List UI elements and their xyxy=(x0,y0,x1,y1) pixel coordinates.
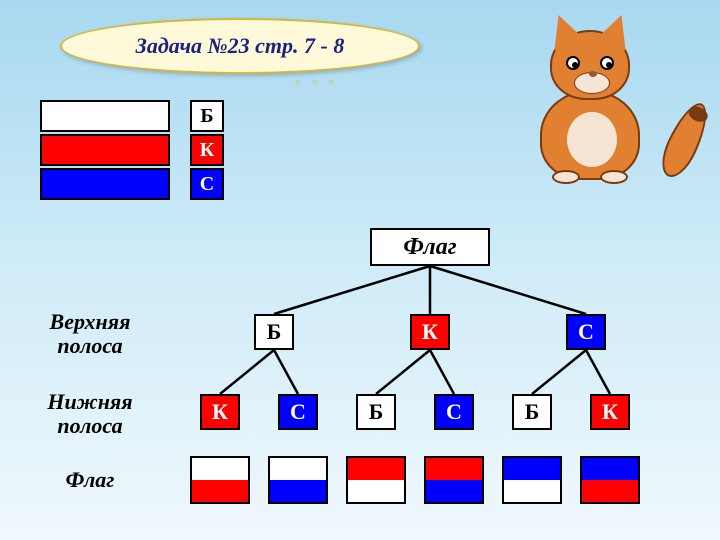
tree-l1-node: Б xyxy=(254,314,294,350)
result-flag xyxy=(190,456,250,504)
flag-legend xyxy=(40,100,170,202)
title-text: Задача №23 стр. 7 - 8 xyxy=(136,33,345,59)
row-label-top: Верхняя полоса xyxy=(20,310,160,358)
tree-l2-node: С xyxy=(278,394,318,430)
tree-l2-node: Б xyxy=(356,394,396,430)
title-bubble: Задача №23 стр. 7 - 8 xyxy=(60,18,420,74)
result-flag xyxy=(424,456,484,504)
tree-l2-node: С xyxy=(434,394,474,430)
tree-l2-node: К xyxy=(590,394,630,430)
legend-stripe xyxy=(40,168,170,200)
legend-key: К xyxy=(190,134,224,166)
tree-l2-node: К xyxy=(200,394,240,430)
legend-key: С xyxy=(190,168,224,200)
legend-stripe xyxy=(40,134,170,166)
row-label-result: Флаг xyxy=(20,468,160,492)
row-label-bottom: Нижняя полоса xyxy=(20,390,160,438)
tree-l1-node: С xyxy=(566,314,606,350)
legend-stripe xyxy=(40,100,170,132)
cat-illustration xyxy=(510,10,690,210)
tree-root: Флаг xyxy=(370,228,490,266)
result-flag xyxy=(580,456,640,504)
tree-l2-node: Б xyxy=(512,394,552,430)
tree-l1-node: К xyxy=(410,314,450,350)
result-flag xyxy=(268,456,328,504)
result-flag xyxy=(502,456,562,504)
legend-key: Б xyxy=(190,100,224,132)
result-flag xyxy=(346,456,406,504)
legend-keys: БКС xyxy=(190,100,224,202)
